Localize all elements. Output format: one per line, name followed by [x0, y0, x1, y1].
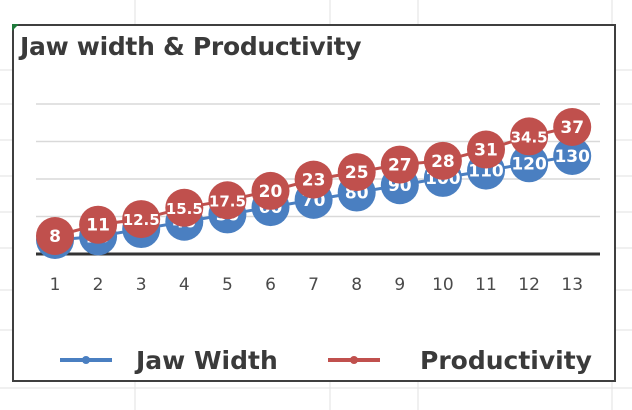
- legend-item-jaw-width: Jaw Width: [58, 338, 278, 382]
- x-tick-label: 5: [222, 275, 233, 295]
- data-point-jaw-width: [510, 144, 549, 183]
- data-label-productivity: 8: [49, 227, 61, 247]
- data-label-productivity: 15.5: [166, 200, 203, 218]
- data-point-productivity: [208, 181, 247, 220]
- cell-corner-marker: [12, 24, 19, 31]
- data-point-productivity: [294, 160, 333, 199]
- data-label-productivity: 20: [259, 182, 283, 202]
- x-tick-label: 2: [93, 275, 104, 295]
- data-label-productivity: 11: [86, 216, 110, 236]
- data-point-productivity: [510, 117, 549, 156]
- x-tick-label: 4: [179, 275, 190, 295]
- x-tick-label: 11: [475, 275, 497, 295]
- x-tick-label: 7: [308, 275, 319, 295]
- data-point-productivity: [423, 141, 462, 180]
- legend-label-productivity: Productivity: [420, 345, 592, 375]
- data-label-productivity: 23: [302, 171, 326, 191]
- data-label-productivity: 12.5: [123, 211, 160, 229]
- x-tick-label: 1: [50, 275, 61, 295]
- data-label-productivity: 27: [388, 156, 412, 176]
- data-point-jaw-width: [553, 137, 592, 175]
- data-label-productivity: 37: [560, 118, 584, 138]
- data-point-productivity: [251, 171, 290, 210]
- x-tick-label: 8: [351, 275, 362, 295]
- x-tick-label: 3: [136, 275, 147, 295]
- data-point-productivity: [380, 145, 419, 184]
- data-point-productivity: [36, 217, 74, 255]
- x-tick-label: 9: [394, 275, 405, 295]
- data-label-jaw-width: 130: [554, 147, 590, 167]
- data-point-productivity: [165, 188, 204, 227]
- data-label-jaw-width: 110: [468, 162, 504, 182]
- x-tick-label: 10: [432, 275, 454, 295]
- data-label-productivity: 31: [474, 141, 498, 161]
- data-label-productivity: 17.5: [209, 192, 246, 210]
- data-label-productivity: 25: [345, 163, 369, 183]
- data-point-productivity: [553, 108, 592, 146]
- data-label-productivity: 34.5: [511, 128, 548, 146]
- data-label-productivity: 28: [431, 152, 455, 172]
- chart-legend: Jaw Width Productivity: [12, 338, 616, 382]
- x-tick-label: 12: [518, 275, 540, 295]
- x-tick-label: 13: [561, 275, 583, 295]
- legend-item-productivity: Productivity: [326, 338, 592, 382]
- data-point-productivity: [467, 130, 505, 169]
- legend-marker-jaw-width: [60, 356, 112, 364]
- legend-label-jaw-width: Jaw Width: [136, 345, 278, 375]
- x-tick-label: 6: [265, 275, 276, 295]
- data-label-jaw-width: 120: [511, 154, 547, 174]
- data-point-productivity: [79, 205, 118, 244]
- chart-title: Jaw width & Productivity: [20, 32, 362, 61]
- data-point-productivity: [337, 153, 376, 192]
- data-point-productivity: [122, 200, 161, 239]
- legend-marker-productivity: [328, 356, 380, 364]
